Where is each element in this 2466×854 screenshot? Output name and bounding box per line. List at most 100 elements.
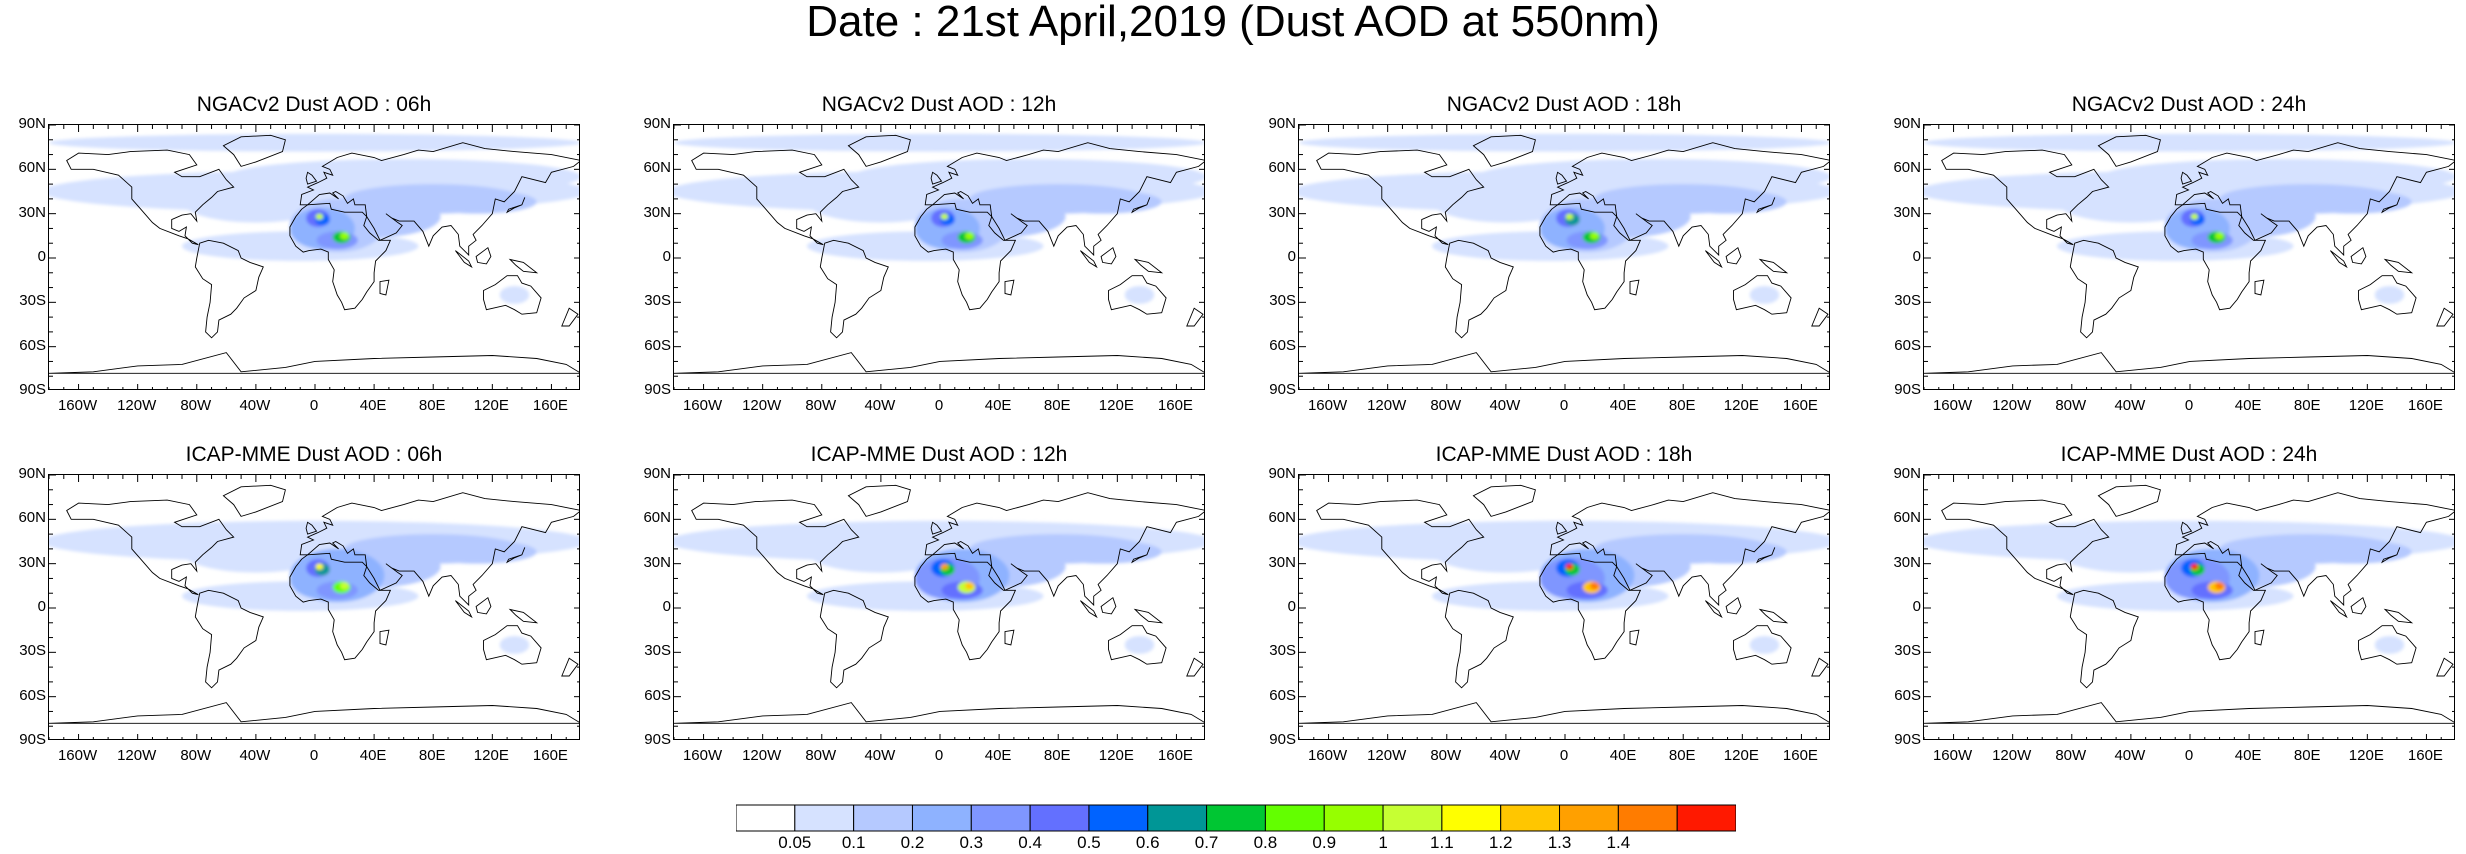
coastline-antarctica: [1924, 702, 2454, 724]
lon-tick-label: 120E: [1098, 747, 1134, 764]
coastline-north-america: [1941, 149, 2110, 246]
lon-tick-label: 120W: [117, 397, 157, 414]
lon-tick-label: 120W: [117, 747, 157, 764]
lat-tick-label: 30N: [18, 203, 46, 221]
lat-tick-label: 60S: [1269, 336, 1296, 354]
lat-tick-label: 0: [662, 247, 671, 265]
coastline-madagascar: [1629, 629, 1640, 646]
dust-contour: [2215, 582, 2224, 590]
colorbar-swatch: [1264, 804, 1325, 832]
coastline-north-america: [1316, 499, 1485, 596]
map-plot-area: [1923, 474, 2455, 740]
colorbar-swatch: [1323, 804, 1384, 832]
lon-tick-label: 120E: [2348, 397, 2384, 414]
lon-tick-label: 40E: [359, 747, 387, 764]
coastline-africa: [289, 202, 392, 311]
coastline-uk: [1555, 521, 1568, 535]
dust-aod-map: [1299, 125, 1829, 389]
panel-title: ICAP-MME Dust AOD : 12h: [810, 443, 1068, 466]
coastline-south-america: [1444, 239, 1514, 339]
lat-tick-label: 60N: [18, 159, 46, 177]
dust-field: [49, 133, 579, 304]
coastline-new-zealand: [2436, 657, 2454, 677]
coastline-uk: [930, 521, 943, 535]
lat-tick-label: 30N: [18, 553, 46, 571]
coastline-indonesia-borneo: [2350, 596, 2367, 615]
lon-tick-label: 40E: [984, 747, 1012, 764]
lat-tick-label: 30N: [1893, 553, 1921, 571]
dust-contour: [1124, 636, 1155, 654]
map-panel: ICAP-MME Dust AOD : 06h 90N 60N 30N 0 30S 60S 9…: [18, 442, 580, 802]
lon-tick-label: 80W: [180, 747, 212, 764]
lon-tick-label: 80W: [180, 397, 212, 414]
lon-tick-label: 80W: [2055, 397, 2087, 414]
lon-tick-label: 0: [2184, 397, 2194, 414]
coastline-sumatra: [1080, 600, 1098, 619]
coastline-uk: [2180, 171, 2193, 185]
map-panel: NGACv2 Dust AOD : 24h 90N 60N 30N 0 30S 60S 90S…: [1893, 92, 2455, 452]
dust-contour: [1590, 232, 1599, 240]
coastline-new-guinea: [1133, 258, 1164, 274]
map-panel: NGACv2 Dust AOD : 18h 90N 60N 30N 0 30S 60S 90S…: [1268, 92, 1830, 452]
coastline-greenland: [847, 134, 911, 167]
dust-aod-map: [674, 125, 1204, 389]
dust-aod-map: [49, 475, 579, 739]
dust-contour: [2101, 158, 2454, 195]
map-plot-area: [1923, 124, 2455, 390]
lon-tick-label: 40W: [1489, 397, 1521, 414]
lon-tick-label: 160W: [682, 397, 723, 414]
lat-tick-label: 30N: [1268, 553, 1296, 571]
lon-tick-label: 160W: [682, 747, 723, 764]
coastline-antarctica: [1924, 352, 2454, 374]
coastline-madagascar: [379, 279, 390, 296]
panel-title: NGACv2 Dust AOD : 24h: [2071, 93, 2307, 116]
colorbar-swatch: [1147, 804, 1208, 832]
lon-tick-label: 80E: [418, 397, 446, 414]
dust-contour: [499, 286, 530, 304]
lat-tick-label: 60S: [1269, 686, 1296, 704]
coastlines: [49, 134, 579, 374]
lat-tick-label: 0: [1287, 247, 1296, 265]
coastline-uk: [305, 521, 318, 535]
lat-tick-label: 90N: [643, 115, 671, 132]
lon-tick-label: 160E: [1782, 397, 1818, 414]
dust-contour: [2293, 190, 2412, 214]
lon-tick-label: 80E: [2293, 397, 2321, 414]
dust-contour: [940, 563, 949, 570]
coastline-south-america: [194, 589, 264, 689]
coastline-south-america: [2069, 239, 2139, 339]
panel-title: ICAP-MME Dust AOD : 24h: [2060, 443, 2318, 466]
lat-tick-label: 0: [37, 247, 46, 265]
lat-tick-label: 30S: [1894, 292, 1921, 310]
dust-aod-map: [1924, 475, 2454, 739]
colorbar-swatch: [911, 804, 972, 832]
coastline-eurasia: [2174, 142, 2454, 257]
dust-contour: [315, 213, 324, 220]
dust-contour: [1043, 540, 1162, 564]
coastline-new-zealand: [1811, 657, 1829, 677]
coastline-new-zealand: [561, 307, 579, 327]
lat-tick-label: 60N: [643, 509, 671, 527]
coastline-sumatra: [1705, 600, 1723, 619]
lon-tick-label: 120E: [473, 747, 509, 764]
lon-tick-label: 80E: [1043, 747, 1071, 764]
coastline-antarctica: [49, 352, 579, 374]
colorbar-level-label: 0.8: [1253, 833, 1278, 852]
lon-tick-label: 40W: [239, 397, 271, 414]
map-plot-area: [48, 124, 580, 390]
dust-aod-map: [1924, 125, 2454, 389]
dust-contour: [1476, 158, 1829, 195]
lon-tick-label: 160E: [532, 397, 568, 414]
coastline-africa: [914, 202, 1017, 311]
coastline-new-guinea: [508, 608, 539, 624]
coastline-indonesia-borneo: [1725, 246, 1742, 265]
lat-tick-label: 30S: [644, 642, 671, 660]
lon-tick-label: 160W: [57, 397, 98, 414]
panel-title: ICAP-MME Dust AOD : 18h: [1435, 443, 1693, 466]
lat-tick-label: 0: [1912, 597, 1921, 615]
map-panel: NGACv2 Dust AOD : 06h 90N 60N 30N 0 30S 60S 90S…: [18, 92, 580, 452]
coastline-new-zealand: [1811, 307, 1829, 327]
map-panel: ICAP-MME Dust AOD : 12h 90N 60N 30N 0 30S 60S 9…: [643, 442, 1205, 802]
coastline-africa: [914, 552, 1017, 661]
coastline-australia: [1733, 625, 1792, 665]
